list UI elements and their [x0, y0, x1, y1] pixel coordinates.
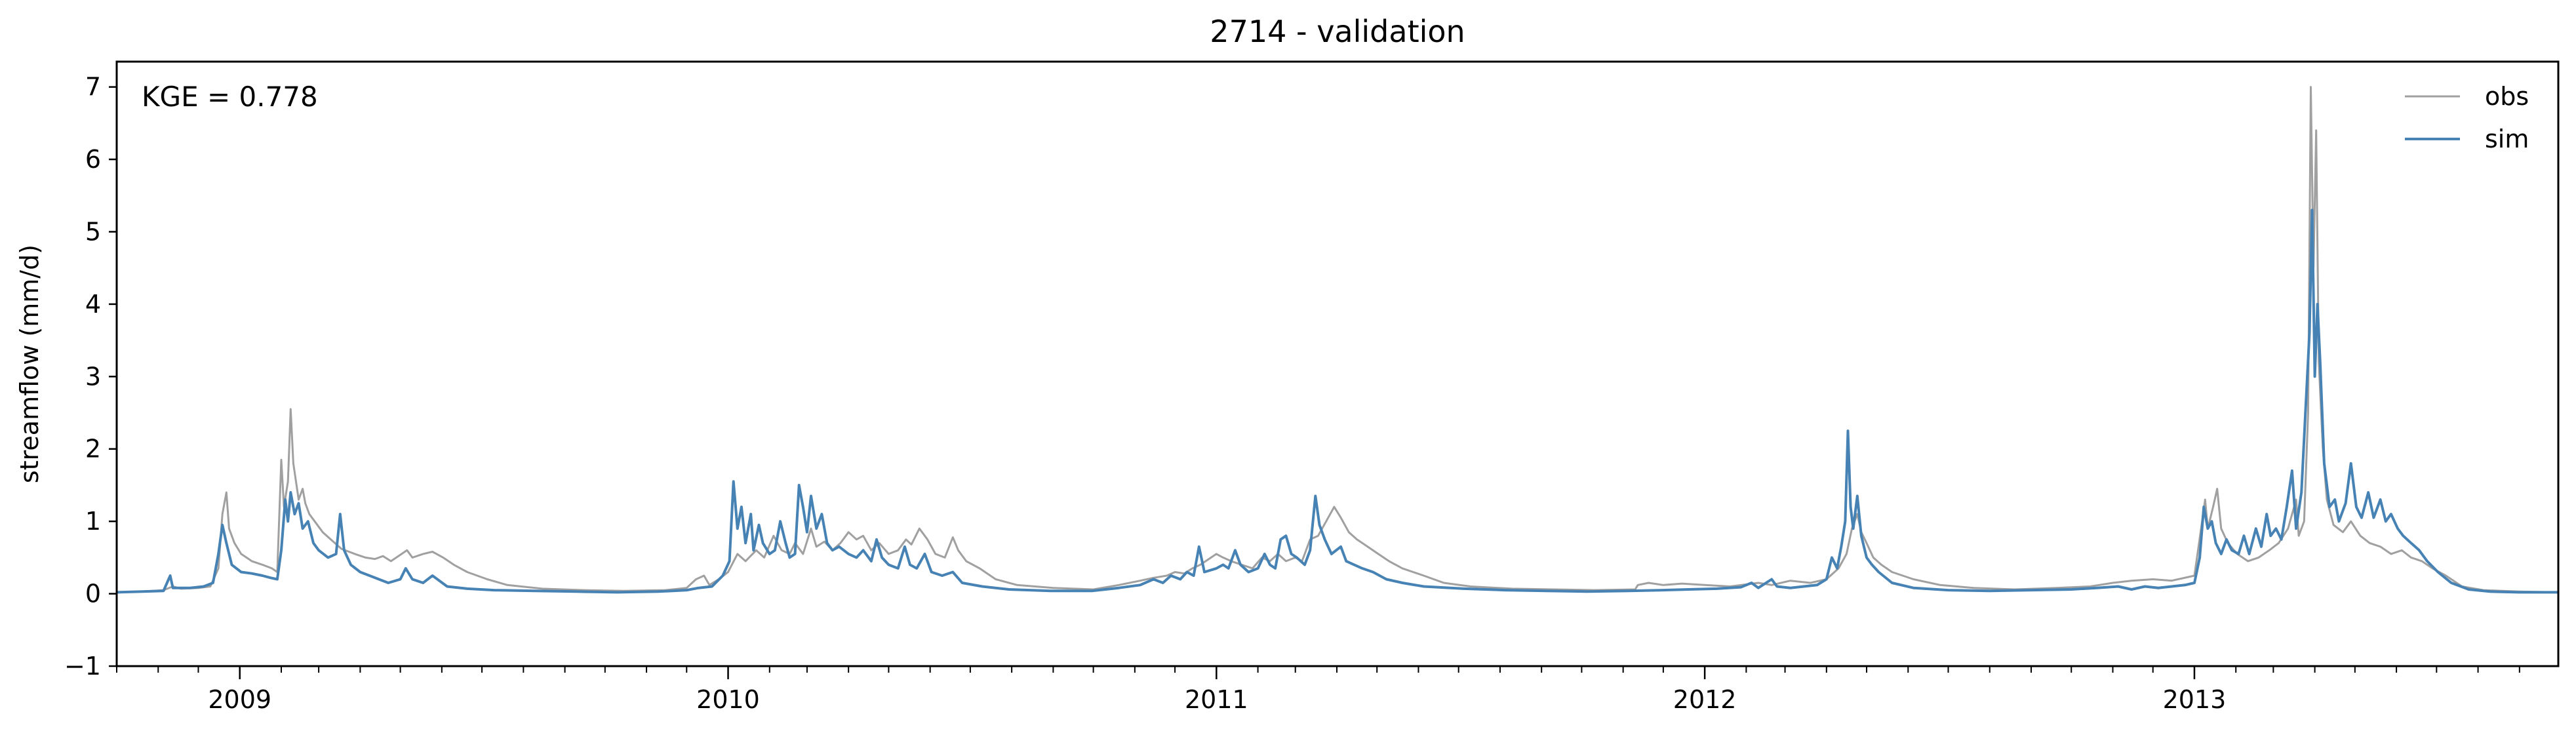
- y-tick-label: 0: [85, 580, 101, 608]
- plot-frame: [115, 60, 2560, 667]
- y-tick-label: 6: [85, 145, 101, 174]
- x-tick-label: 2012: [1673, 685, 1737, 714]
- y-tick-label: 1: [85, 507, 101, 536]
- kge-annotation: KGE = 0.778: [142, 81, 318, 113]
- series-line-obs: [117, 86, 2558, 593]
- chart-title: 2714 - validation: [1210, 14, 1465, 49]
- series-layer: [117, 86, 2558, 594]
- x-axis: 2009 2010 2011 2012 2013: [116, 666, 2520, 714]
- y-axis: −1 0 1 2 3 4 5 6 7: [64, 73, 117, 681]
- y-axis-label: streamflow (mm/d): [15, 245, 44, 483]
- x-tick-label: 2011: [1185, 685, 1248, 714]
- series-line-sim: [117, 208, 2558, 594]
- y-tick-label: 2: [85, 435, 101, 464]
- x-tick-label: 2010: [696, 685, 760, 714]
- y-tick-label: 3: [85, 362, 101, 391]
- legend-label-sim: sim: [2485, 125, 2529, 153]
- x-tick-label: 2009: [208, 685, 271, 714]
- y-tick-label: −1: [64, 652, 101, 681]
- legend: obs sim: [2405, 82, 2529, 153]
- y-tick-label: 5: [85, 217, 101, 246]
- y-tick-label: 7: [85, 73, 101, 102]
- legend-label-obs: obs: [2485, 82, 2529, 111]
- x-tick-label: 2013: [2163, 685, 2227, 714]
- y-tick-label: 4: [85, 290, 101, 319]
